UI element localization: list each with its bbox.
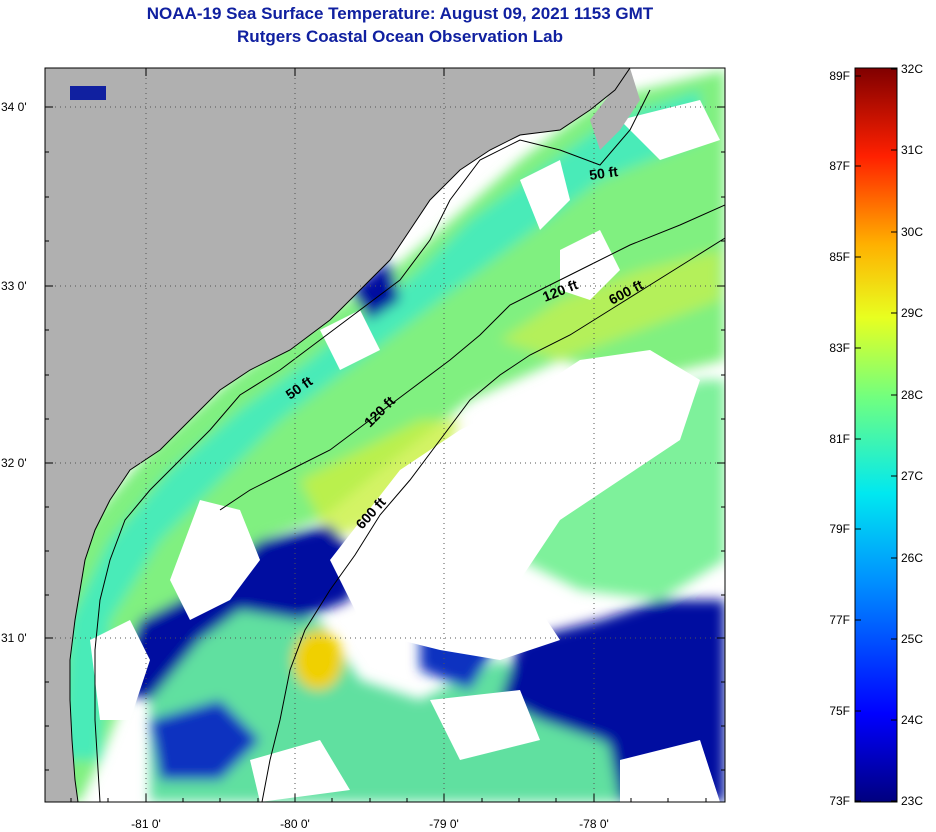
colorbar-c-28: 28C (901, 388, 923, 402)
isobath-120ft (219, 204, 725, 511)
land-mass (45, 68, 630, 802)
lon-label-81: -81 0' (131, 817, 161, 831)
colorbar-f-77: 77F (829, 613, 850, 627)
colorbar-c-26: 26C (901, 551, 923, 565)
isobath-600ft (261, 237, 725, 802)
colorbar-c-27: 27C (901, 469, 923, 483)
map-subtitle: Rutgers Coastal Ocean Observation Lab (237, 27, 563, 46)
lat-label-34: 34 0' (1, 100, 27, 114)
graticule (45, 68, 725, 802)
map-title: NOAA-19 Sea Surface Temperature: August … (146, 4, 654, 23)
colorbar-f-75: 75F (829, 704, 850, 718)
colorbar-ticks (855, 68, 897, 802)
sst-field (45, 70, 725, 802)
cloud-cover (90, 100, 720, 802)
colorbar-c-23: 23C (901, 794, 923, 808)
lat-label-33: 33 0' (1, 279, 27, 293)
map-field (45, 68, 725, 802)
colorbar-c-24: 24C (901, 713, 923, 727)
colorbar-c-32: 32C (901, 62, 923, 76)
contour-label-50ft-north: 50 ft (588, 163, 619, 183)
colorbar-f-79: 79F (829, 522, 850, 536)
colorbar-f-87: 87F (829, 159, 850, 173)
lat-label-32: 32 0' (1, 456, 27, 470)
colorbar-c-29: 29C (901, 306, 923, 320)
colorbar-c-30: 30C (901, 225, 923, 239)
colorbar-f-83: 83F (829, 341, 850, 355)
colorbar-c-25: 25C (901, 632, 923, 646)
lon-label-78: -78 0' (579, 817, 609, 831)
colorbar-c-31: 31C (901, 143, 923, 157)
colorbar-f-81: 81F (829, 432, 850, 446)
lon-label-79: -79 0' (429, 817, 459, 831)
map-frame (44, 67, 726, 803)
colorbar-f-89: 89F (829, 69, 850, 83)
colorbar-f-85: 85F (829, 250, 850, 264)
lon-label-80: -80 0' (280, 817, 310, 831)
lat-label-31: 31 0' (1, 631, 27, 645)
colorbar-f-73: 73F (829, 794, 850, 808)
isobath-50ft (94, 89, 651, 802)
axis-ticks (45, 68, 725, 802)
colorbar (854, 67, 898, 803)
coastline (69, 68, 631, 802)
